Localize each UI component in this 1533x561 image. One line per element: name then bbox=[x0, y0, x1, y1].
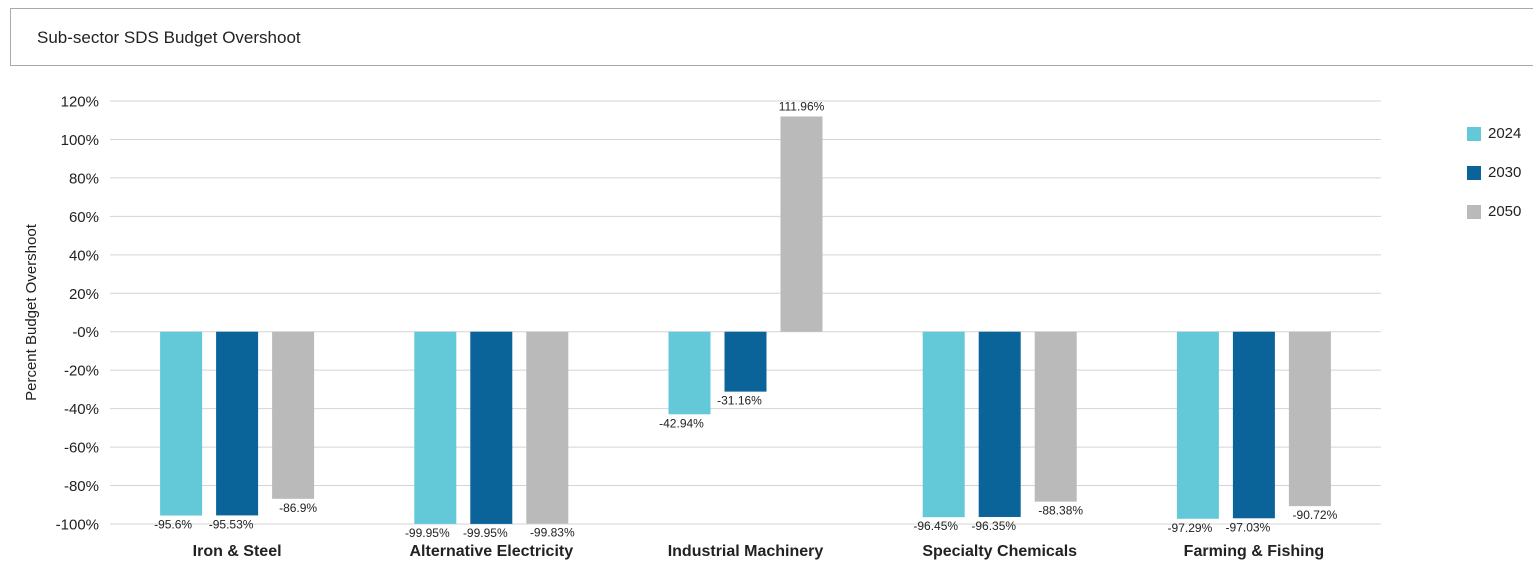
bar-2024 bbox=[160, 331, 203, 516]
bar-2050 bbox=[1288, 331, 1331, 507]
data-label: -97.29% bbox=[1168, 521, 1213, 535]
bar-2050 bbox=[272, 331, 315, 499]
bar-2024 bbox=[922, 331, 965, 518]
data-label: -42.94% bbox=[659, 416, 704, 430]
y-tick-label: -60% bbox=[64, 440, 99, 457]
y-tick-label: -0% bbox=[72, 324, 99, 341]
y-tick-label: -20% bbox=[64, 363, 99, 380]
y-tick-label: -40% bbox=[64, 401, 99, 418]
legend-swatch-2024 bbox=[1467, 127, 1481, 141]
chart-title: Sub-sector SDS Budget Overshoot bbox=[37, 28, 301, 47]
y-tick-label: 120% bbox=[61, 94, 99, 111]
x-tick-label: Iron & Steel bbox=[193, 543, 282, 560]
legend-label-2050: 2050 bbox=[1488, 203, 1522, 220]
bar-2024 bbox=[668, 331, 711, 415]
bar-2030 bbox=[724, 331, 767, 392]
x-tick-label: Farming & Fishing bbox=[1184, 543, 1324, 560]
x-tick-label: Industrial Machinery bbox=[668, 543, 824, 560]
bar-2050 bbox=[780, 116, 823, 332]
y-tick-label: 20% bbox=[69, 286, 99, 303]
data-label: -95.6% bbox=[154, 518, 192, 532]
data-label: -86.9% bbox=[279, 501, 317, 515]
y-tick-label: 100% bbox=[61, 132, 99, 149]
bar-2024 bbox=[1176, 331, 1219, 519]
bar-2030 bbox=[470, 331, 513, 524]
legend-swatch-2050 bbox=[1467, 205, 1481, 219]
y-tick-label: -80% bbox=[64, 478, 99, 495]
data-label: -31.16% bbox=[717, 394, 762, 408]
legend-item-2024[interactable]: 2024 bbox=[1467, 124, 1533, 144]
y-tick-label: 40% bbox=[69, 247, 99, 264]
legend-swatch-2030 bbox=[1467, 166, 1481, 180]
data-label: -99.83% bbox=[530, 526, 575, 540]
bar-2050 bbox=[526, 331, 569, 524]
y-axis-title: Percent Budget Overshoot bbox=[23, 223, 40, 401]
data-label: -90.72% bbox=[1293, 508, 1338, 522]
legend-label-2030: 2030 bbox=[1488, 164, 1522, 181]
chart-title-panel: Sub-sector SDS Budget Overshoot bbox=[10, 8, 1533, 66]
data-label: -99.95% bbox=[463, 526, 508, 540]
legend-label-2024: 2024 bbox=[1488, 125, 1522, 142]
x-tick-label: Specialty Chemicals bbox=[922, 543, 1077, 560]
y-tick-label: 60% bbox=[69, 209, 99, 226]
data-label: -97.03% bbox=[1226, 520, 1271, 534]
data-label: -96.45% bbox=[913, 519, 958, 533]
legend-item-2050[interactable]: 2050 bbox=[1467, 202, 1533, 222]
bar-2030 bbox=[216, 331, 259, 516]
data-label: -95.53% bbox=[209, 517, 254, 531]
y-tick-label: -100% bbox=[56, 517, 99, 534]
bar-2050 bbox=[1034, 331, 1077, 502]
data-label: -88.38% bbox=[1038, 504, 1083, 518]
bar-2030 bbox=[978, 331, 1021, 517]
y-tick-label: 80% bbox=[69, 170, 99, 187]
data-label: -96.35% bbox=[971, 519, 1016, 533]
bar-2024 bbox=[414, 331, 457, 524]
x-tick-label: Alternative Electricity bbox=[409, 543, 573, 560]
data-label: 111.96% bbox=[779, 99, 825, 113]
data-label: -99.95% bbox=[405, 526, 450, 540]
legend-item-2030[interactable]: 2030 bbox=[1467, 163, 1533, 183]
bar-2030 bbox=[1232, 331, 1275, 519]
